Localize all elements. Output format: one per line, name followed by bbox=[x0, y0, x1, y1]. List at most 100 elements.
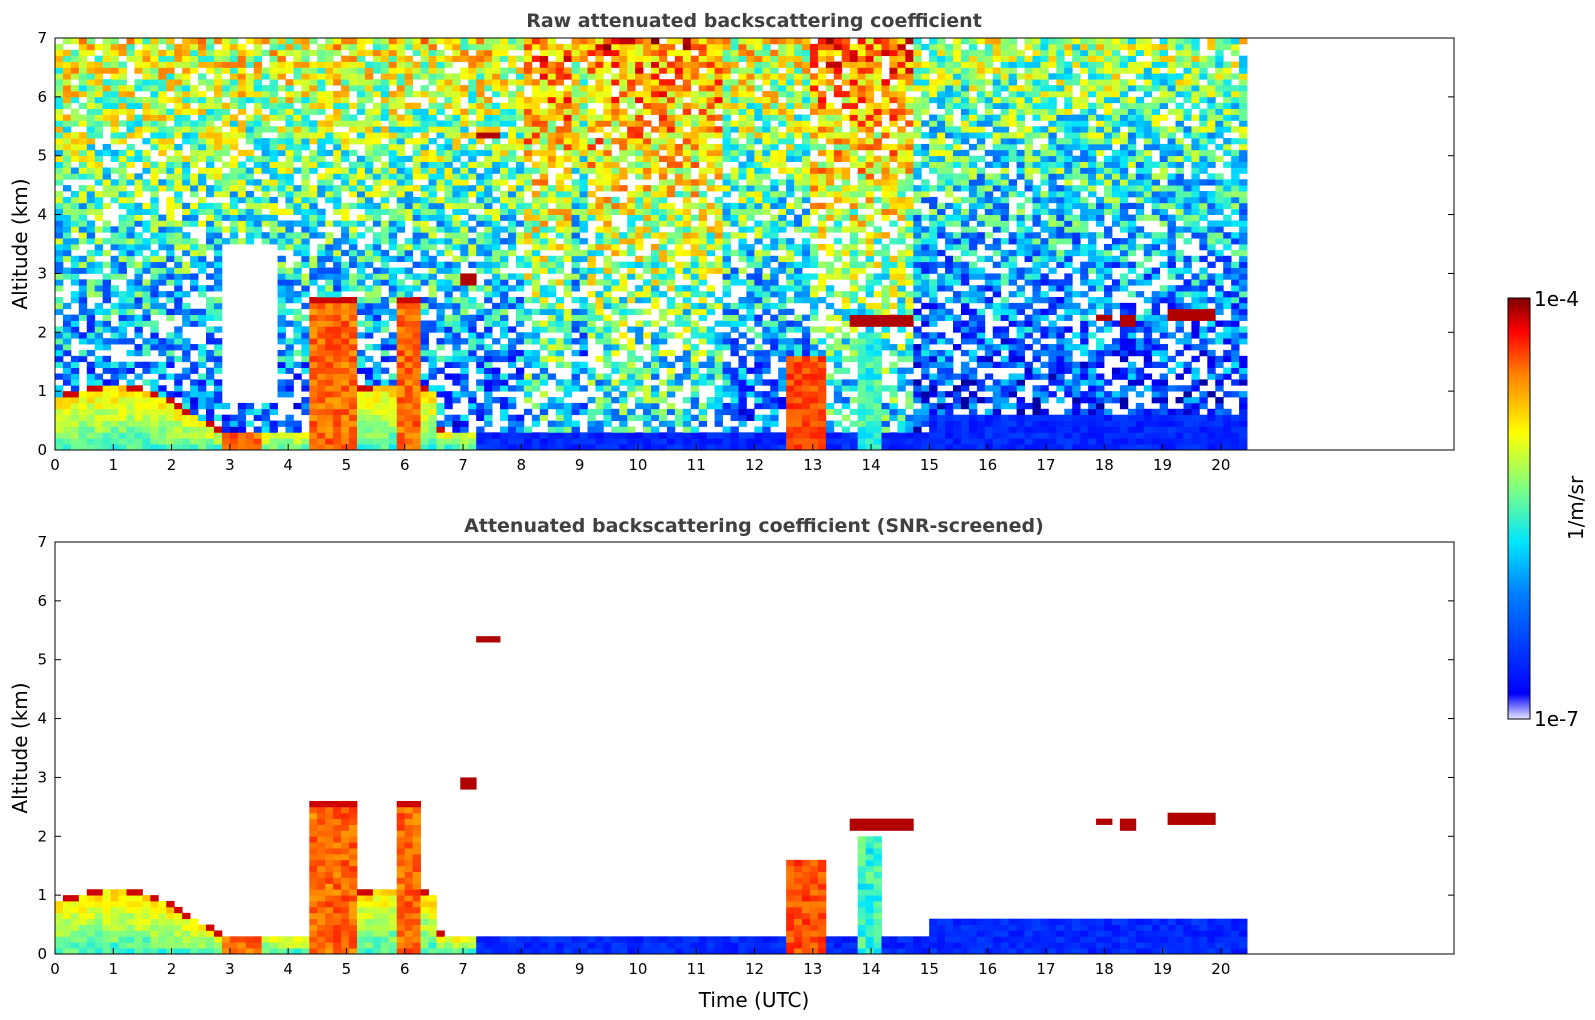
heatmap-cell bbox=[420, 355, 429, 363]
heatmap-cell bbox=[651, 332, 660, 339]
heatmap-cell bbox=[118, 296, 127, 304]
heatmap-cell bbox=[507, 90, 517, 98]
heatmap-cell bbox=[412, 108, 421, 115]
heatmap-cell bbox=[563, 285, 572, 292]
heatmap-cell bbox=[666, 408, 676, 416]
heatmap-cell bbox=[229, 214, 239, 221]
heatmap-cell bbox=[325, 291, 334, 298]
heatmap-cell bbox=[78, 349, 88, 357]
heatmap-cell bbox=[150, 167, 159, 174]
heatmap-cell bbox=[78, 196, 88, 204]
heatmap-cell bbox=[277, 420, 286, 427]
heatmap-cell bbox=[627, 291, 636, 298]
heatmap-cell bbox=[627, 208, 636, 215]
heatmap-cell bbox=[452, 238, 461, 245]
heatmap-cell bbox=[229, 43, 239, 51]
heatmap-cell bbox=[190, 96, 199, 104]
heatmap-cell bbox=[213, 379, 223, 386]
heatmap-cell bbox=[372, 308, 382, 316]
heatmap-cell bbox=[428, 196, 437, 204]
heatmap-cell bbox=[674, 49, 684, 57]
heatmap-cell bbox=[118, 414, 127, 421]
heatmap-cell bbox=[134, 408, 143, 416]
heatmap-cell bbox=[372, 85, 382, 92]
heatmap-cell bbox=[277, 138, 286, 145]
heatmap-cell bbox=[396, 367, 406, 374]
heatmap-cell bbox=[86, 143, 96, 151]
heatmap-cell bbox=[126, 314, 135, 321]
heatmap-cell bbox=[531, 308, 541, 316]
heatmap-cell bbox=[444, 214, 453, 221]
heatmap-cell bbox=[110, 238, 119, 245]
heatmap-cell bbox=[658, 349, 668, 357]
heatmap-cell bbox=[372, 49, 382, 57]
heatmap-cell bbox=[611, 155, 620, 162]
heatmap-cell bbox=[372, 61, 382, 68]
heatmap-cell bbox=[595, 96, 604, 104]
heatmap-cell bbox=[205, 397, 215, 404]
heatmap-cell bbox=[452, 55, 461, 62]
heatmap-cell bbox=[698, 96, 708, 104]
heatmap-cell bbox=[603, 167, 612, 174]
heatmap-cell bbox=[563, 149, 572, 157]
heatmap-cell bbox=[285, 96, 294, 104]
heatmap-cell bbox=[515, 349, 525, 357]
heatmap-cell bbox=[110, 332, 119, 339]
heatmap-cell bbox=[380, 208, 390, 215]
heatmap-cell bbox=[333, 208, 342, 215]
heatmap-cell bbox=[317, 173, 326, 180]
heatmap-cell bbox=[317, 426, 326, 433]
heatmap-cell bbox=[698, 255, 708, 263]
heatmap-cell bbox=[205, 79, 215, 86]
heatmap-cell bbox=[619, 391, 628, 398]
heatmap-cell bbox=[476, 314, 485, 321]
heatmap-cell bbox=[364, 167, 374, 174]
heatmap-cell bbox=[635, 438, 644, 445]
heatmap-cell bbox=[94, 291, 104, 298]
heatmap-cell bbox=[547, 397, 557, 404]
heatmap-cell bbox=[738, 220, 747, 227]
heatmap-cell bbox=[166, 244, 175, 251]
heatmap-cell bbox=[555, 408, 565, 416]
heatmap-cell bbox=[452, 108, 461, 115]
heatmap-cell bbox=[539, 373, 549, 380]
heatmap-cell bbox=[198, 96, 207, 104]
heatmap-cell bbox=[70, 273, 80, 280]
heatmap-cell bbox=[110, 326, 119, 333]
heatmap-cell bbox=[507, 432, 517, 439]
heatmap-cell bbox=[603, 414, 612, 421]
heatmap-cell bbox=[460, 232, 469, 239]
heatmap-cell bbox=[213, 261, 223, 268]
heatmap-cell bbox=[118, 49, 127, 57]
heatmap-cell bbox=[547, 226, 557, 233]
heatmap-cell bbox=[110, 432, 119, 439]
heatmap-cell bbox=[492, 90, 501, 98]
heatmap-cell bbox=[484, 285, 493, 292]
heatmap-cell bbox=[476, 120, 485, 127]
heatmap-cell bbox=[102, 67, 112, 74]
heatmap-cell bbox=[563, 273, 572, 280]
heatmap-cell bbox=[444, 167, 453, 174]
heatmap-cell bbox=[412, 273, 421, 280]
heatmap-cell bbox=[70, 261, 80, 268]
heatmap-cell bbox=[388, 414, 398, 421]
heatmap-cell bbox=[539, 291, 549, 298]
heatmap-cell bbox=[428, 67, 437, 74]
heatmap-cell bbox=[55, 79, 64, 86]
heatmap-cell bbox=[70, 120, 80, 127]
heatmap-cell bbox=[166, 402, 175, 410]
heatmap-cell bbox=[690, 132, 700, 139]
heatmap-cell bbox=[476, 385, 485, 392]
heatmap-cell bbox=[698, 267, 708, 274]
heatmap-cell bbox=[277, 179, 286, 186]
heatmap-cell bbox=[770, 326, 779, 333]
heatmap-cell bbox=[460, 279, 469, 286]
heatmap-cell bbox=[285, 414, 294, 421]
heatmap-cell bbox=[94, 43, 104, 51]
heatmap-cell bbox=[436, 432, 445, 439]
heatmap-cell bbox=[221, 143, 231, 151]
heatmap-cell bbox=[102, 414, 112, 421]
heatmap-cell bbox=[102, 114, 112, 121]
heatmap-cell bbox=[539, 432, 549, 439]
heatmap-cell bbox=[94, 320, 104, 327]
